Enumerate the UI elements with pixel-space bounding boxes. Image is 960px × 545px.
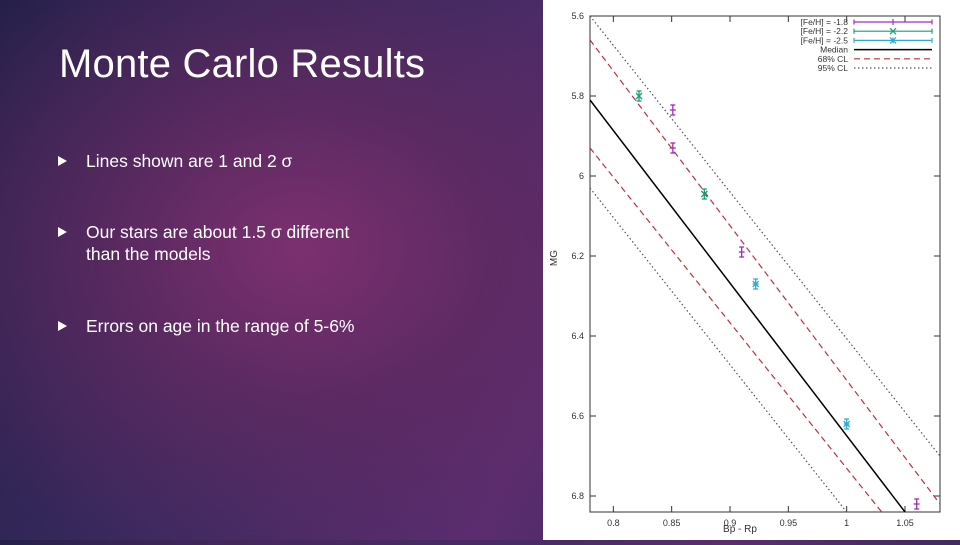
x-tick-label: 1.05 — [896, 518, 914, 528]
x-tick-label: 0.8 — [607, 518, 620, 528]
bullet-text: Our stars are about 1.5 σ different than… — [86, 222, 350, 264]
x-tick-label: 1 — [844, 518, 849, 528]
y-tick-label: 6.4 — [571, 331, 584, 341]
data-point — [669, 104, 676, 116]
model-line-dotted — [590, 16, 940, 457]
data-point — [700, 188, 708, 200]
data-point — [752, 278, 760, 290]
y-tick-label: 6.8 — [571, 491, 584, 501]
triangle-bullet-icon — [58, 227, 67, 237]
model-line-dashed — [590, 147, 883, 512]
legend-label: [Fe/H] = -2.5 — [801, 35, 849, 45]
plot-frame — [589, 15, 941, 513]
legend-marker — [889, 36, 897, 44]
data-point — [635, 90, 643, 102]
y-axis-label: MG — [549, 250, 560, 266]
model-line-solid — [590, 99, 906, 512]
model-line-dotted — [590, 187, 848, 512]
triangle-bullet-icon — [58, 156, 67, 166]
bullet-text: Lines shown are 1 and 2 σ — [86, 151, 293, 171]
legend-label: [Fe/H] = -1.8 — [801, 17, 849, 27]
y-tick-label: 6 — [579, 171, 584, 181]
legend-marker — [889, 27, 897, 35]
bullet-item: Lines shown are 1 and 2 σ — [58, 150, 292, 172]
color-magnitude-chart: 0.8 0.85 0.9 0.95 1 1.05 5.6 5.8 6 6.2 6.4 6.6 6.8 Bp… — [549, 11, 941, 535]
legend-label: [Fe/H] = -2.2 — [801, 26, 849, 36]
bullet-item: Errors on age in the range of 5-6% — [58, 315, 355, 337]
data-point — [843, 418, 851, 430]
bullet-text: Errors on age in the range of 5-6% — [86, 316, 355, 336]
chart-panel: 0.8 0.85 0.9 0.95 1 1.05 5.6 5.8 6 6.2 6.4 6.6 6.8 Bp… — [543, 0, 960, 540]
y-tick-label: 5.6 — [571, 11, 584, 21]
y-tick-label: 5.8 — [571, 91, 584, 101]
legend-label: 95% CL — [818, 63, 849, 73]
x-tick-label: 0.9 — [724, 518, 737, 528]
data-point — [913, 498, 920, 510]
y-tick-label: 6.2 — [571, 251, 584, 261]
x-axis-label: Bp - Rp — [723, 524, 757, 535]
data-point — [738, 246, 745, 258]
model-line-dashed — [590, 39, 940, 505]
triangle-bullet-icon — [58, 321, 67, 331]
legend-label: 68% CL — [818, 54, 849, 64]
data-point — [669, 142, 676, 154]
legend-label: Median — [820, 45, 848, 55]
x-tick-label: 0.95 — [780, 518, 798, 528]
x-tick-label: 0.85 — [663, 518, 681, 528]
y-tick-label: 6.6 — [571, 411, 584, 421]
slide-title: Monte Carlo Results — [59, 42, 426, 86]
bullet-item: Our stars are about 1.5 σ different than… — [58, 221, 358, 265]
